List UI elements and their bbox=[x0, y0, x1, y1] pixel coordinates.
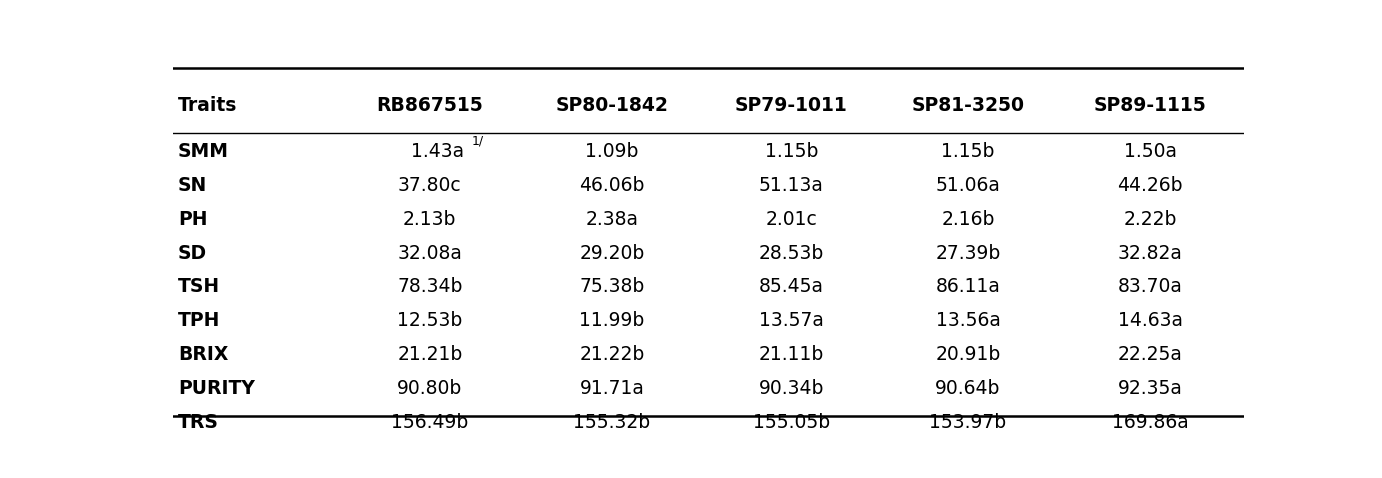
Text: 156.49b: 156.49b bbox=[391, 413, 468, 432]
Text: 169.86a: 169.86a bbox=[1111, 413, 1189, 432]
Text: PH: PH bbox=[178, 210, 207, 228]
Text: PURITY: PURITY bbox=[178, 379, 256, 398]
Text: 153.97b: 153.97b bbox=[930, 413, 1006, 432]
Text: TRS: TRS bbox=[178, 413, 218, 432]
Text: 1.15b: 1.15b bbox=[941, 142, 995, 161]
Text: 90.80b: 90.80b bbox=[397, 379, 463, 398]
Text: SP79-1011: SP79-1011 bbox=[735, 96, 847, 115]
Text: 11.99b: 11.99b bbox=[579, 311, 644, 330]
Text: SP81-3250: SP81-3250 bbox=[912, 96, 1024, 115]
Text: 12.53b: 12.53b bbox=[397, 311, 463, 330]
Text: 1/: 1/ bbox=[471, 135, 484, 148]
Text: SN: SN bbox=[178, 176, 207, 195]
Text: 21.21b: 21.21b bbox=[397, 345, 463, 364]
Text: 13.57a: 13.57a bbox=[759, 311, 824, 330]
Text: 20.91b: 20.91b bbox=[936, 345, 1001, 364]
Text: 21.22b: 21.22b bbox=[579, 345, 644, 364]
Text: 2.22b: 2.22b bbox=[1124, 210, 1176, 228]
Text: 1.50a: 1.50a bbox=[1124, 142, 1176, 161]
Text: SP89-1115: SP89-1115 bbox=[1093, 96, 1206, 115]
Text: SMM: SMM bbox=[178, 142, 229, 161]
Text: 32.82a: 32.82a bbox=[1118, 243, 1183, 262]
Text: BRIX: BRIX bbox=[178, 345, 228, 364]
Text: 14.63a: 14.63a bbox=[1118, 311, 1183, 330]
Text: 86.11a: 86.11a bbox=[936, 277, 1001, 296]
Text: 90.64b: 90.64b bbox=[936, 379, 1001, 398]
Text: 2.13b: 2.13b bbox=[404, 210, 456, 228]
Text: 27.39b: 27.39b bbox=[936, 243, 1001, 262]
Text: 75.38b: 75.38b bbox=[579, 277, 644, 296]
Text: 155.32b: 155.32b bbox=[574, 413, 651, 432]
Text: Traits: Traits bbox=[178, 96, 238, 115]
Text: 51.13a: 51.13a bbox=[759, 176, 824, 195]
Text: TPH: TPH bbox=[178, 311, 221, 330]
Text: 155.05b: 155.05b bbox=[753, 413, 829, 432]
Text: 21.11b: 21.11b bbox=[759, 345, 824, 364]
Text: 2.01c: 2.01c bbox=[766, 210, 817, 228]
Text: 29.20b: 29.20b bbox=[579, 243, 644, 262]
Text: 2.38a: 2.38a bbox=[586, 210, 638, 228]
Text: 37.80c: 37.80c bbox=[398, 176, 462, 195]
Text: 46.06b: 46.06b bbox=[579, 176, 644, 195]
Text: 90.34b: 90.34b bbox=[759, 379, 824, 398]
Text: 91.71a: 91.71a bbox=[579, 379, 644, 398]
Text: 13.56a: 13.56a bbox=[936, 311, 1001, 330]
Text: 1.09b: 1.09b bbox=[585, 142, 638, 161]
Text: 85.45a: 85.45a bbox=[759, 277, 824, 296]
Text: 28.53b: 28.53b bbox=[759, 243, 824, 262]
Text: 44.26b: 44.26b bbox=[1117, 176, 1183, 195]
Text: 2.16b: 2.16b bbox=[941, 210, 995, 228]
Text: 78.34b: 78.34b bbox=[397, 277, 463, 296]
Text: TSH: TSH bbox=[178, 277, 220, 296]
Text: 92.35a: 92.35a bbox=[1118, 379, 1183, 398]
Text: 22.25a: 22.25a bbox=[1118, 345, 1183, 364]
Text: SD: SD bbox=[178, 243, 207, 262]
Text: 1.43a: 1.43a bbox=[410, 142, 463, 161]
Text: 83.70a: 83.70a bbox=[1118, 277, 1183, 296]
Text: 51.06a: 51.06a bbox=[936, 176, 1001, 195]
Text: RB867515: RB867515 bbox=[376, 96, 484, 115]
Text: SP80-1842: SP80-1842 bbox=[556, 96, 669, 115]
Text: 1.15b: 1.15b bbox=[764, 142, 818, 161]
Text: 32.08a: 32.08a bbox=[398, 243, 462, 262]
